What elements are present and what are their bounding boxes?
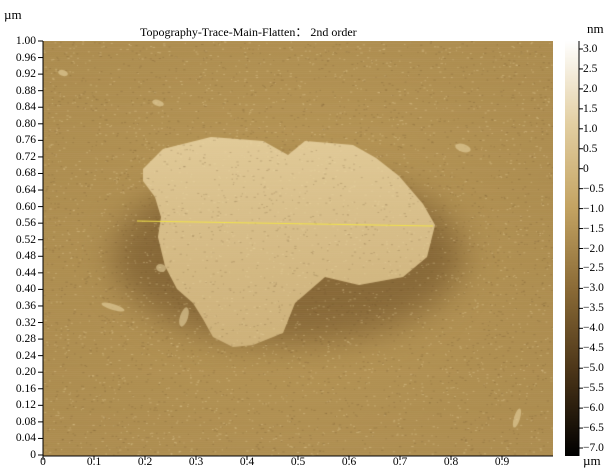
y-tick-label: 0 [30,449,36,461]
colorbar-tick-label: −1.0 [583,202,604,215]
colorbar-tick-label: −3.0 [583,282,604,295]
y-tick-label: 0.52 [15,233,36,246]
colorbar-tick-label: 0.5 [583,142,598,155]
y-tick-label: 0.48 [15,250,36,263]
y-tick-label: 0.40 [15,283,36,296]
x-tick-label: 0.8 [443,456,459,468]
colorbar-tick-label: −7.0 [583,442,604,455]
y-tick-label: 0.36 [15,299,36,312]
x-tick-label: 0 [40,456,46,468]
y-tick-label: 0.68 [15,167,36,180]
x-tick-label: 0.4 [239,456,255,468]
y-tick-label: 0.28 [15,333,36,346]
colorbar-tick-label: −0.5 [583,182,604,195]
colorbar-tick-label: 1.0 [583,122,598,135]
y-axis-unit: µm [4,7,22,22]
colorbar-tick-label: −5.5 [583,382,604,395]
colorbar-tick-label: 1.5 [583,102,598,115]
x-tick-label: 0.1 [86,456,102,468]
x-axis-unit: µm [583,453,601,468]
y-tick-label: 0.64 [15,184,36,197]
colorbar-tick-label: −6.5 [583,422,604,435]
y-tick-label: 0.84 [15,101,36,114]
y-tick-label: 0.44 [15,266,36,279]
y-tick-label: 0.96 [15,51,36,64]
y-tick-label: 0.08 [15,415,36,428]
y-tick-label: 0.92 [15,68,36,81]
y-tick-label: 0.04 [15,432,36,445]
y-tick-label: 0.72 [15,150,36,163]
afm-title: Topography-Trace-Main-Flatten： 2nd order [140,25,357,39]
colorbar-tick-label: −5.0 [583,362,604,375]
y-tick-label: 0.20 [15,366,36,379]
y-tick-label: 0.80 [15,117,36,130]
colorbar-tick-label: −3.5 [583,302,604,315]
y-tick-label: 0.76 [15,134,36,147]
x-tick-label: 0.5 [290,456,306,468]
y-tick-label: 0.60 [15,200,36,213]
colorbar-tick-label: −6.0 [583,402,604,415]
colorbar-tick-label: −1.5 [583,222,604,235]
y-tick-label: 0.24 [15,349,36,362]
colorbar-tick-label: −2.0 [583,242,604,255]
colorbar-tick-label: 2.5 [583,62,598,75]
y-tick-label: 1.00 [15,35,36,47]
x-tick-label: 0.3 [188,456,204,468]
x-tick-label: 0.2 [137,456,153,468]
afm-topography-image [43,41,553,456]
y-tick-label: 0.32 [15,316,36,329]
y-tick-label: 0.88 [15,84,36,97]
x-tick-label: 0.6 [341,456,357,468]
x-tick-label: 0.7 [392,456,408,468]
x-tick-label: 0.9 [494,456,510,468]
y-tick-label: 0.16 [15,382,36,395]
colorbar-tick-label: 3.0 [583,42,598,55]
y-tick-label: 0.56 [15,217,36,230]
colorbar-tick-label: −4.0 [583,322,604,335]
colorbar-tick-label: −4.5 [583,342,604,355]
colorbar-tick-label: 0 [583,162,589,175]
y-tick-label: 0.12 [15,399,36,412]
colorbar-tick-label: −2.5 [583,262,604,275]
height-colorbar [565,41,579,456]
z-unit: nm [587,21,604,36]
colorbar-tick-label: 2.0 [583,82,598,95]
